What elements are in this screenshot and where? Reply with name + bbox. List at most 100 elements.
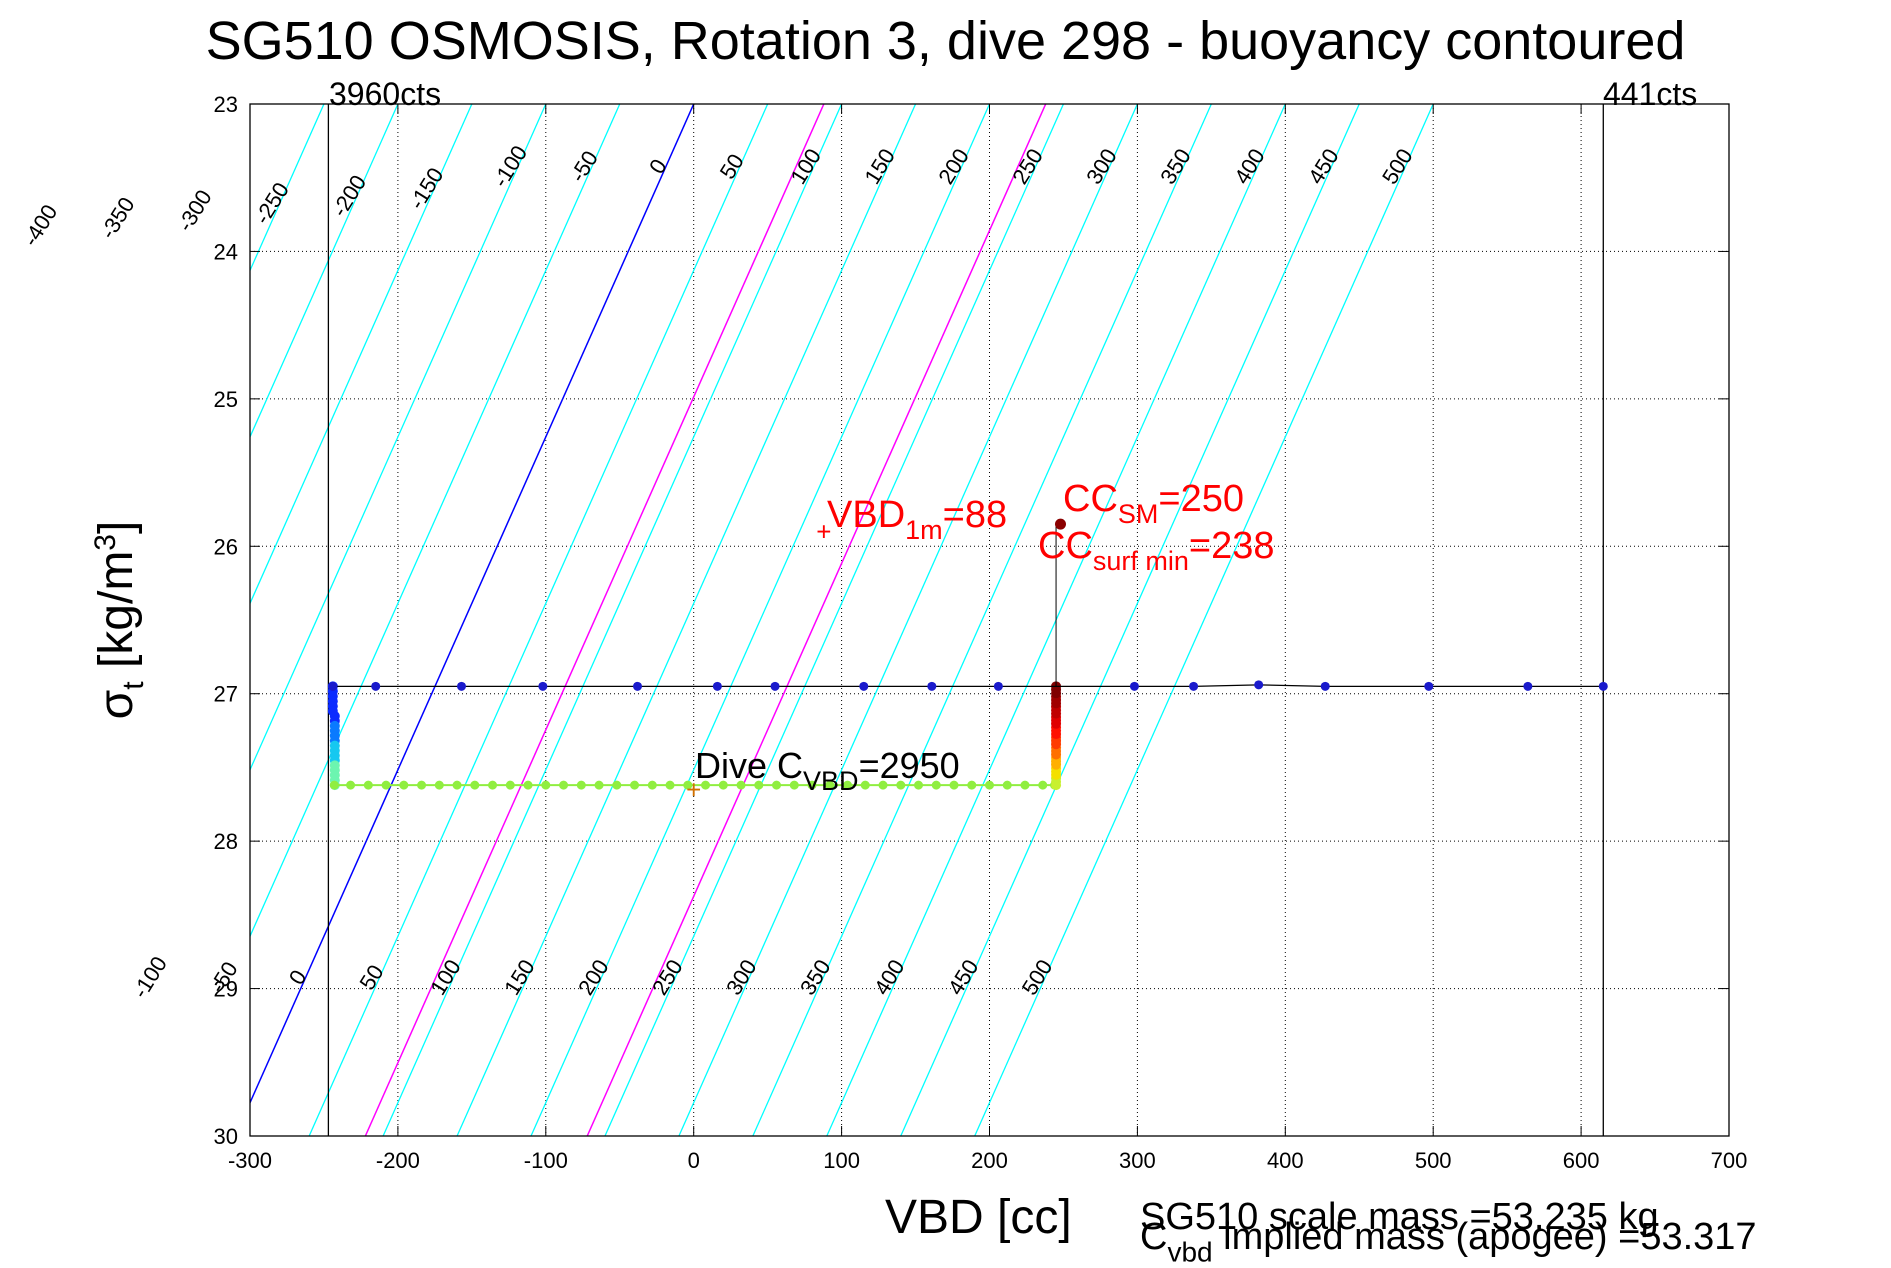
contour-line bbox=[382, 104, 843, 1136]
bottom-point bbox=[985, 780, 994, 790]
contour-line bbox=[308, 104, 769, 1136]
contour-line bbox=[250, 104, 473, 605]
bottom-point bbox=[931, 780, 941, 790]
contour-label-top: 150 bbox=[859, 144, 900, 188]
x-tick-label: 100 bbox=[823, 1148, 860, 1173]
highlight-contour-line bbox=[586, 104, 1047, 1136]
contour-label-top: 200 bbox=[933, 144, 974, 188]
contour-label-top: 500 bbox=[1377, 144, 1418, 188]
implied-mass-note: Cvbd implied mass (apogee) =53.317 bbox=[1140, 1216, 1757, 1268]
bottom-point bbox=[399, 780, 409, 790]
contour-label-top: 400 bbox=[1229, 144, 1270, 188]
y-tick-label: 27 bbox=[214, 682, 238, 707]
bottom-point bbox=[647, 780, 657, 790]
contour-label-bottom: 250 bbox=[647, 955, 688, 999]
chart-title: SG510 OSMOSIS, Rotation 3, dive 298 - bu… bbox=[205, 11, 1686, 71]
bottom-point bbox=[967, 780, 977, 790]
bottom-point bbox=[914, 780, 924, 790]
x-tick-label: -200 bbox=[376, 1148, 420, 1173]
counts-label-right: 441cts bbox=[1603, 76, 1698, 112]
bottom-point bbox=[559, 780, 569, 790]
contour-label-top: 250 bbox=[1007, 144, 1048, 188]
x-tick-label: 0 bbox=[688, 1148, 700, 1173]
series-point bbox=[993, 681, 1003, 691]
contour-line bbox=[250, 104, 621, 938]
bottom-point bbox=[772, 780, 782, 790]
series-point bbox=[328, 681, 338, 691]
x-tick-label: -100 bbox=[524, 1148, 568, 1173]
bottom-point bbox=[789, 780, 799, 790]
bottom-point bbox=[541, 780, 551, 790]
contour-label-bottom: 50 bbox=[354, 960, 388, 994]
bottom-point bbox=[825, 780, 835, 790]
bottom-point bbox=[736, 780, 746, 790]
contour-label-bottom: 150 bbox=[499, 955, 540, 999]
bottom-point bbox=[630, 780, 640, 790]
bottom-point bbox=[1020, 780, 1030, 790]
contour-line bbox=[456, 104, 917, 1136]
bottom-point bbox=[523, 780, 533, 790]
x-tick-label: 400 bbox=[1267, 1148, 1304, 1173]
cc-surf-min-annotation: CCsurf min=238 bbox=[1038, 525, 1275, 577]
contour-line bbox=[250, 104, 547, 772]
contour-line bbox=[974, 104, 1434, 1136]
bottom-point bbox=[381, 780, 391, 790]
contour-line bbox=[752, 104, 1212, 1136]
contour-line bbox=[900, 104, 1360, 1136]
cc-sm-annotation: CCSM=250 bbox=[1063, 478, 1244, 530]
contour-label-bottom: 400 bbox=[869, 955, 910, 999]
bottom-point bbox=[754, 780, 764, 790]
contour-line bbox=[250, 104, 399, 439]
contour-label-top: 100 bbox=[785, 144, 826, 188]
contour-label-top: -350 bbox=[95, 193, 140, 244]
counts-label-left: 3960cts bbox=[329, 76, 442, 112]
contour-label-bottom: 300 bbox=[721, 955, 762, 999]
series-point bbox=[632, 681, 642, 691]
series-point bbox=[538, 681, 548, 691]
bottom-point bbox=[329, 780, 339, 790]
bottom-point bbox=[949, 780, 959, 790]
contour-line bbox=[530, 104, 991, 1136]
y-axis-label: σt [kg/m3] bbox=[89, 520, 150, 720]
bottom-point bbox=[843, 780, 853, 790]
series-point bbox=[456, 681, 466, 691]
y-tick-label: 28 bbox=[214, 829, 238, 854]
contour-label-bottom: 500 bbox=[1017, 955, 1058, 999]
bottom-point bbox=[452, 780, 462, 790]
scale-mass-note: SG510 scale mass =53.235 kg bbox=[1140, 1196, 1659, 1238]
bottom-point bbox=[470, 780, 480, 790]
contour-label-top: 300 bbox=[1081, 144, 1122, 188]
contour-line bbox=[678, 104, 1138, 1136]
contour-label-bottom: -100 bbox=[127, 952, 172, 1003]
series-point bbox=[1598, 681, 1608, 691]
cc-sm-point bbox=[1054, 518, 1066, 530]
bottom-point bbox=[612, 780, 622, 790]
bottom-point bbox=[683, 780, 693, 790]
contour-line bbox=[250, 104, 695, 1105]
series-point bbox=[1424, 681, 1434, 691]
bottom-point bbox=[576, 780, 586, 790]
series-point bbox=[1129, 681, 1139, 691]
bottom-point bbox=[505, 780, 515, 790]
y-tick-label: 29 bbox=[214, 977, 238, 1002]
bottom-point bbox=[860, 780, 870, 790]
x-tick-label: 200 bbox=[971, 1148, 1008, 1173]
x-tick-label: 700 bbox=[1711, 1148, 1748, 1173]
contour-label-bottom: 100 bbox=[425, 955, 466, 999]
bottom-point bbox=[488, 780, 498, 790]
contour-label-top: -50 bbox=[565, 146, 603, 186]
series-point bbox=[770, 681, 780, 691]
x-tick-label: 300 bbox=[1119, 1148, 1156, 1173]
dive-cvbd-marker: + bbox=[686, 775, 701, 805]
y-tick-label: 23 bbox=[214, 92, 238, 117]
bottom-point bbox=[434, 780, 444, 790]
bottom-point bbox=[346, 780, 356, 790]
highlight-contour-line bbox=[364, 104, 825, 1136]
series-point bbox=[1320, 681, 1330, 691]
bottom-point bbox=[363, 780, 373, 790]
contour-label-bottom: 0 bbox=[284, 965, 312, 989]
series-point bbox=[371, 681, 381, 691]
x-tick-label: 600 bbox=[1563, 1148, 1600, 1173]
